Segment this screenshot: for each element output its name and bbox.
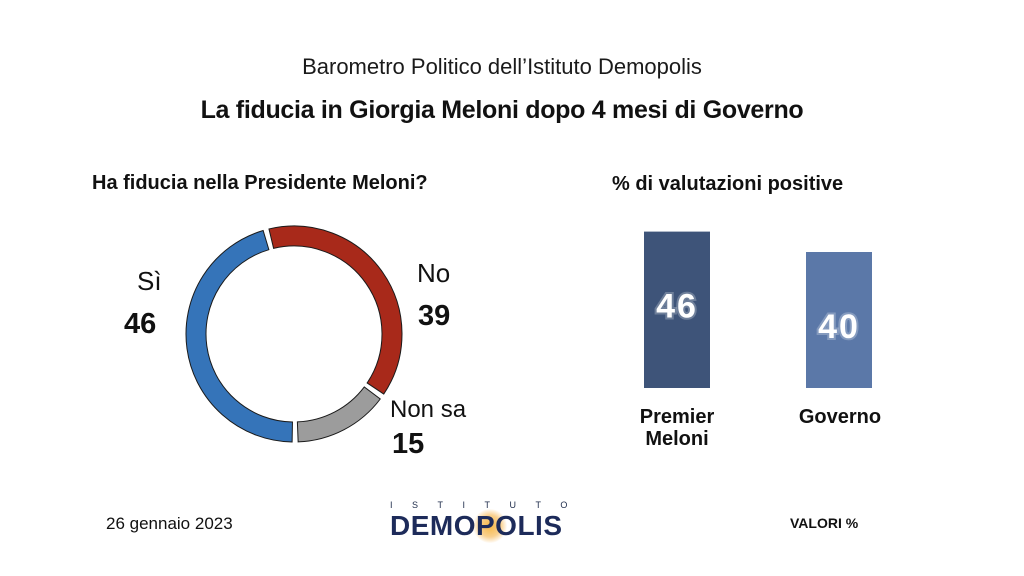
bar-premier-meloni	[644, 231, 710, 388]
bar-chart-title: % di valutazioni positive	[612, 173, 844, 195]
bar-category-line: Meloni	[645, 428, 709, 450]
donut-slice-no	[268, 225, 403, 395]
slice-label-no: No	[417, 258, 451, 288]
donut-slice-si	[185, 229, 293, 443]
bar-governo	[806, 252, 872, 388]
logo-main-text: DEMOPOLIS	[390, 510, 563, 541]
chart-title: La fiducia in Giorgia Meloni dopo 4 mesi…	[200, 96, 804, 124]
demopolis-logo: ISTITUTO DEMOPOLIS	[386, 500, 636, 544]
bar-category-line: Premier	[639, 406, 715, 428]
logo-glow	[473, 509, 507, 543]
logo-top-text: ISTITUTO	[390, 500, 587, 510]
bar-governo-value-label: 40	[818, 308, 860, 346]
slice-label-si: Sì	[137, 266, 162, 296]
survey-date: 26 gennaio 2023	[106, 514, 233, 533]
bar-premier-meloni-value-label: 46	[656, 288, 698, 326]
slice-value-non-sa: 15	[392, 428, 425, 460]
bar-category-governo: Governo	[770, 406, 910, 428]
chart-supertitle: Barometro Politico dell’Istituto Demopol…	[302, 54, 702, 79]
slice-label-non-sa: Non sa	[390, 396, 467, 423]
bar-category-line: Governo	[798, 406, 882, 428]
slice-value-no: 39	[418, 300, 451, 332]
donut-title: Ha fiducia nella Presidente Meloni?	[92, 172, 428, 194]
donut-slice-non-sa	[296, 386, 381, 443]
slice-value-si: 46	[124, 308, 157, 340]
units-note: VALORI %	[790, 515, 859, 531]
bar-category-premier-meloni: Premier Meloni	[607, 406, 747, 450]
